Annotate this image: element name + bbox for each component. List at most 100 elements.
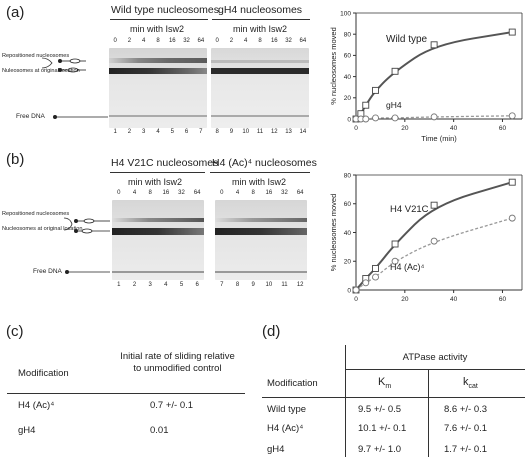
chart-a-series-1-point-3 bbox=[372, 114, 379, 122]
gel-a1-time-4: 8 bbox=[156, 38, 160, 44]
gel-a1-lane-6: 6 bbox=[184, 129, 189, 135]
gel-a1-image bbox=[109, 48, 207, 128]
table-d-vrule-2 bbox=[428, 369, 429, 457]
gel-a1-time-5: 16 bbox=[168, 38, 176, 44]
gel-a2-lane-1: 8 bbox=[215, 129, 219, 135]
gel-b2-time-4: 16 bbox=[265, 190, 273, 196]
gel-b1-lane-6: 6 bbox=[195, 282, 199, 288]
gel-b2-time-6: 64 bbox=[296, 190, 304, 196]
table-d-row3-km: 9.7 +/- 1.0 bbox=[358, 444, 402, 455]
gel-a1-time-1: 0 bbox=[113, 38, 117, 44]
gel-b2-title-rule bbox=[210, 172, 310, 173]
gel-a1-repositioned-band bbox=[109, 58, 207, 63]
gel-b1-lane-5: 5 bbox=[179, 282, 184, 288]
gel-b1-time-1: 0 bbox=[117, 190, 121, 196]
gel-a2-title-rule bbox=[212, 19, 310, 20]
table-c-row2-mod: gH4 bbox=[18, 425, 36, 436]
gel-b1-free-dna-band bbox=[112, 271, 204, 273]
chart-b-ytick-label-20: 20 bbox=[344, 259, 352, 266]
chart-b-series-1-point-2 bbox=[372, 273, 379, 281]
gel-b2-lane-4: 10 bbox=[265, 282, 273, 288]
table-c-row1-mod: H4 (Ac)⁴ bbox=[18, 400, 55, 411]
gel-a2-lane-4: 11 bbox=[256, 129, 264, 135]
gel-a1-original-band bbox=[109, 68, 207, 74]
gel-b2-time-1: 0 bbox=[220, 190, 224, 196]
gel-b1-time-row: 0 4 8 16 32 64 bbox=[111, 190, 205, 198]
chart-a-ylabel: % nucleosomes moved bbox=[329, 27, 338, 105]
chart-a-series-0-point-4 bbox=[391, 67, 399, 75]
gel-a1-lane-7: 7 bbox=[199, 129, 203, 135]
table-d-header-rule bbox=[262, 397, 525, 398]
gel-a1-sub: min with Isw2 bbox=[130, 24, 185, 34]
panel-d-label: (d) bbox=[262, 323, 281, 340]
chart-a-series-0-point-6 bbox=[508, 28, 516, 36]
gel-a1-lane-numbers: 1 2 3 4 5 6 7 bbox=[108, 129, 208, 137]
chart-a-series-0-label: Wild type bbox=[386, 34, 428, 45]
chart-b-series-1-point-1 bbox=[362, 279, 370, 287]
table-d-row1-kcat: 8.6 +/- 0.3 bbox=[444, 404, 488, 415]
chart-a-ytick-label-40: 40 bbox=[344, 74, 352, 81]
gel-a1-lane-4: 4 bbox=[156, 129, 160, 135]
chart-a-series-1-point-5 bbox=[430, 113, 438, 121]
km-subscript: m bbox=[385, 383, 392, 391]
gel-a2-lane-5: 12 bbox=[270, 129, 278, 135]
chart-b-series-0-point-4 bbox=[430, 201, 438, 209]
chart-b-series-1-point-0 bbox=[352, 286, 360, 294]
band-markers-b bbox=[63, 217, 110, 234]
gel-b1-time-6: 64 bbox=[193, 190, 201, 196]
gel-b2-time-row: 0 4 8 16 32 64 bbox=[214, 190, 308, 198]
gel-a2-image bbox=[211, 48, 309, 128]
chart-b-series-1-point-5 bbox=[508, 214, 516, 222]
chart-a-xtick-label-0: 0 bbox=[354, 125, 358, 132]
gel-a2-time-6: 32 bbox=[285, 38, 292, 44]
table-c-header-rule bbox=[7, 393, 245, 394]
gel-b2-sub: min with Isw2 bbox=[232, 177, 287, 187]
gel-b1-lane-4: 4 bbox=[164, 282, 168, 288]
table-d-header-km: Km bbox=[378, 376, 391, 390]
gel-b2-lane-1: 7 bbox=[220, 282, 224, 288]
chart-b-xtick-label-60: 60 bbox=[499, 296, 507, 302]
gel-a2-lane-numbers: 8 9 10 11 12 13 14 bbox=[210, 129, 310, 137]
chart-a-xtick-label-40: 40 bbox=[450, 125, 458, 132]
kcat-subscript: cat bbox=[468, 383, 478, 391]
chart-b-ylabel: % nucleosomes moved bbox=[329, 194, 338, 272]
free-dna-label-a: Free DNA bbox=[16, 113, 45, 120]
gel-a2-time-1: 0 bbox=[215, 38, 219, 44]
gel-a1-lane-2: 2 bbox=[127, 129, 132, 135]
band-label-repositioned-a: Repositioned nucleosomes bbox=[2, 53, 70, 59]
table-d-row2-mod: H4 (Ac)⁴ bbox=[267, 423, 304, 434]
table-d-header-kcat: kcat bbox=[463, 376, 478, 390]
chart-b-xtick-label-20: 20 bbox=[401, 296, 409, 302]
table-d-row1-km: 9.5 +/- 0.5 bbox=[358, 404, 402, 415]
gel-a1-time-6: 32 bbox=[183, 38, 190, 44]
chart-a-series-0-point-3 bbox=[372, 86, 379, 94]
free-dna-label-b: Free DNA bbox=[33, 268, 62, 275]
table-d-vrule-1 bbox=[345, 345, 346, 457]
gel-b1-time-4: 16 bbox=[162, 190, 170, 196]
gel-a2-time-4: 8 bbox=[258, 38, 262, 44]
chart-a-series-0-point-5 bbox=[430, 41, 438, 49]
gel-a2-time-row: 0 2 4 8 16 32 64 bbox=[210, 38, 310, 46]
gel-b1-lane-numbers: 1 2 3 4 5 6 bbox=[111, 282, 205, 290]
band-label-original-a: Nuleosomes at original location bbox=[2, 68, 80, 74]
gel-b1-lane-1: 1 bbox=[117, 282, 121, 288]
table-d-header-modification: Modification bbox=[267, 378, 318, 389]
gel-a1-lane-3: 3 bbox=[142, 129, 146, 135]
gel-a2-lane-6: 13 bbox=[285, 129, 292, 135]
gel-a2-lane-7: 14 bbox=[299, 129, 307, 135]
chart-a-series-0-point-2 bbox=[362, 101, 370, 109]
chart-b-series-1-label: H4 (Ac)⁴ bbox=[390, 262, 425, 272]
kcat-symbol: k bbox=[463, 376, 469, 388]
gel-b2-lane-2: 8 bbox=[235, 282, 240, 288]
gel-a1-time-2: 2 bbox=[127, 38, 132, 44]
table-d-row1-mod: Wild type bbox=[267, 404, 307, 415]
chart-a-ytick-label-0: 0 bbox=[347, 116, 351, 123]
gel-a2-free-dna-band bbox=[211, 115, 309, 117]
table-d-group-rule bbox=[345, 369, 525, 370]
chart-a-xlabel: Time (min) bbox=[421, 134, 457, 143]
gel-a2-sub: min with Isw2 bbox=[233, 24, 288, 34]
chart-a-series-1-label: gH4 bbox=[386, 100, 402, 110]
gel-a2-time-5: 16 bbox=[270, 38, 278, 44]
chart-b-series-0-point-3 bbox=[391, 240, 399, 248]
chart-b-ytick-label-40: 40 bbox=[344, 230, 352, 237]
